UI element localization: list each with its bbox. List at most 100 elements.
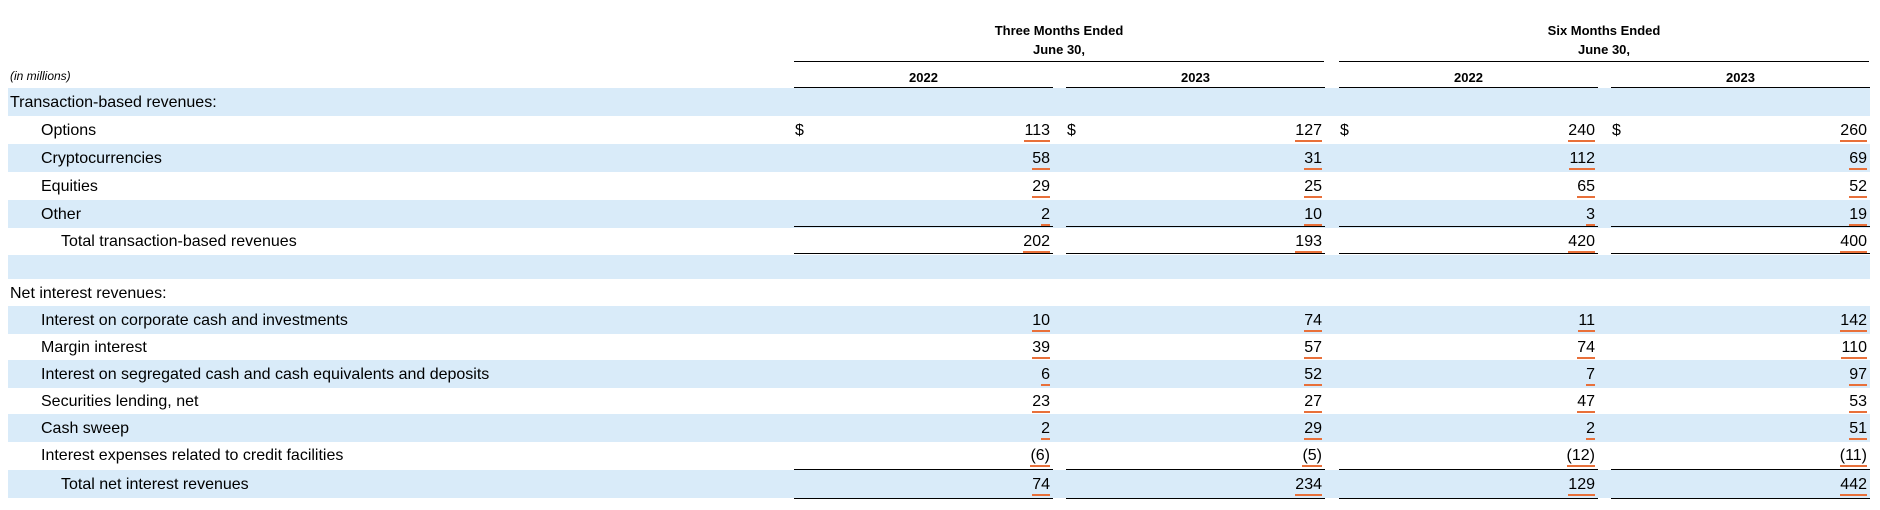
value-cell: 2	[1515, 420, 1595, 440]
row-label: Equities	[41, 178, 98, 195]
row-label: Interest on segregated cash and cash equ…	[41, 366, 490, 383]
subtotal-rule-2	[1066, 469, 1325, 470]
year-header-2: 2023	[1181, 70, 1210, 85]
value-cell: 142	[1787, 312, 1867, 332]
table-row: Cryptocurrencies 58 31 112 69	[8, 144, 1870, 172]
value-cell: 52	[1787, 178, 1867, 198]
total-rule-2	[1066, 253, 1325, 254]
value-cell: 3	[1515, 206, 1595, 226]
table-row: Securities lending, net 23 27 47 53	[8, 387, 1870, 415]
value-cell: 39	[970, 339, 1050, 359]
subtotal-rule-1	[794, 226, 1053, 227]
value-cell: 127	[1242, 122, 1322, 142]
value-cell: 53	[1787, 393, 1867, 413]
table-row: Interest on segregated cash and cash equ…	[8, 360, 1870, 388]
value-cell: 52	[1242, 366, 1322, 386]
total-label: Total net interest revenues	[61, 476, 249, 493]
value-cell: (12)	[1515, 447, 1595, 467]
value-cell: 65	[1515, 178, 1595, 198]
value-cell: 47	[1515, 393, 1595, 413]
total-rule-4	[1611, 498, 1870, 499]
value-cell: 240	[1515, 122, 1595, 142]
value-cell: 113	[970, 122, 1050, 142]
table-row: Interest expenses related to credit faci…	[8, 441, 1870, 469]
value-cell: 69	[1787, 150, 1867, 170]
year-rule-2	[1066, 87, 1325, 88]
total-value: 420	[1515, 233, 1595, 253]
value-cell: 51	[1787, 420, 1867, 440]
value-cell: (5)	[1242, 447, 1322, 467]
total-rule-3	[1339, 498, 1598, 499]
value-cell: 112	[1515, 150, 1595, 170]
section-heading-row: Transaction-based revenues:	[8, 88, 1870, 116]
currency-symbol: $	[1612, 122, 1621, 139]
table-row: Equities 29 25 65 52	[8, 172, 1870, 200]
currency-symbol: $	[795, 122, 804, 139]
value-cell: 6	[970, 366, 1050, 386]
six-months-header-line2: June 30,	[1577, 42, 1631, 57]
value-cell: 27	[1242, 393, 1322, 413]
currency-symbol: $	[1067, 122, 1076, 139]
value-cell: 74	[1242, 312, 1322, 332]
value-cell: 97	[1787, 366, 1867, 386]
value-cell: 23	[970, 393, 1050, 413]
table-row: Interest on corporate cash and investmen…	[8, 306, 1870, 334]
subtotal-rule-3	[1339, 226, 1598, 227]
value-cell: 29	[1242, 420, 1322, 440]
row-label: Options	[41, 122, 97, 139]
three-months-header: Three Months Ended June 30,	[794, 23, 1324, 57]
six-months-header: Six Months Ended June 30,	[1339, 23, 1869, 57]
currency-symbol: $	[1340, 122, 1349, 139]
year-rule-1	[794, 87, 1053, 88]
value-cell: 31	[1242, 150, 1322, 170]
total-value: 442	[1787, 476, 1867, 496]
subtotal-rule-4	[1611, 469, 1870, 470]
year-rule-3	[1339, 87, 1598, 88]
table-row: Cash sweep 2 29 2 51	[8, 414, 1870, 442]
year-header-4: 2023	[1726, 70, 1755, 85]
total-label: Total transaction-based revenues	[61, 233, 297, 250]
total-value: 202	[970, 233, 1050, 253]
value-cell: (11)	[1787, 447, 1867, 467]
row-label: Securities lending, net	[41, 393, 199, 410]
total-value: 234	[1242, 476, 1322, 496]
row-label: Cash sweep	[41, 420, 130, 437]
value-cell: 260	[1787, 122, 1867, 142]
subtotal-rule-4	[1611, 226, 1870, 227]
total-rule-2	[1066, 498, 1325, 499]
row-label: Cryptocurrencies	[41, 150, 162, 167]
value-cell: 2	[970, 206, 1050, 226]
section-heading: Transaction-based revenues:	[10, 94, 217, 111]
value-cell: 74	[1515, 339, 1595, 359]
spacer-row	[8, 255, 1870, 279]
total-value: 129	[1515, 476, 1595, 496]
table-row: Margin interest 39 57 74 110	[8, 333, 1870, 361]
table-row: Other 2 10 3 19	[8, 200, 1870, 228]
section-heading-row: Net interest revenues:	[8, 279, 1870, 307]
total-value: 74	[970, 476, 1050, 496]
total-value: 400	[1787, 233, 1867, 253]
three-months-rule	[794, 61, 1324, 62]
total-row: Total transaction-based revenues 202 193…	[8, 227, 1870, 255]
three-months-header-line2: June 30,	[1032, 42, 1086, 57]
three-months-header-line1: Three Months Ended	[994, 23, 1124, 38]
value-cell: (6)	[970, 447, 1050, 467]
subtotal-rule-2	[1066, 226, 1325, 227]
total-rule-1	[794, 498, 1053, 499]
row-label: Interest on corporate cash and investmen…	[41, 312, 348, 329]
table-row: Options $ 113 $ 127 $ 240 $ 260	[8, 116, 1870, 144]
row-label: Interest expenses related to credit faci…	[41, 447, 344, 464]
year-rule-4	[1611, 87, 1870, 88]
value-cell: 110	[1787, 339, 1867, 359]
section-heading: Net interest revenues:	[10, 285, 167, 302]
value-cell: 10	[1242, 206, 1322, 226]
row-label: Margin interest	[41, 339, 147, 356]
total-value: 193	[1242, 233, 1322, 253]
total-rule-1	[794, 253, 1053, 254]
value-cell: 7	[1515, 366, 1595, 386]
value-cell: 58	[970, 150, 1050, 170]
value-cell: 25	[1242, 178, 1322, 198]
six-months-header-line1: Six Months Ended	[1547, 23, 1661, 38]
year-header-3: 2022	[1454, 70, 1483, 85]
value-cell: 2	[970, 420, 1050, 440]
